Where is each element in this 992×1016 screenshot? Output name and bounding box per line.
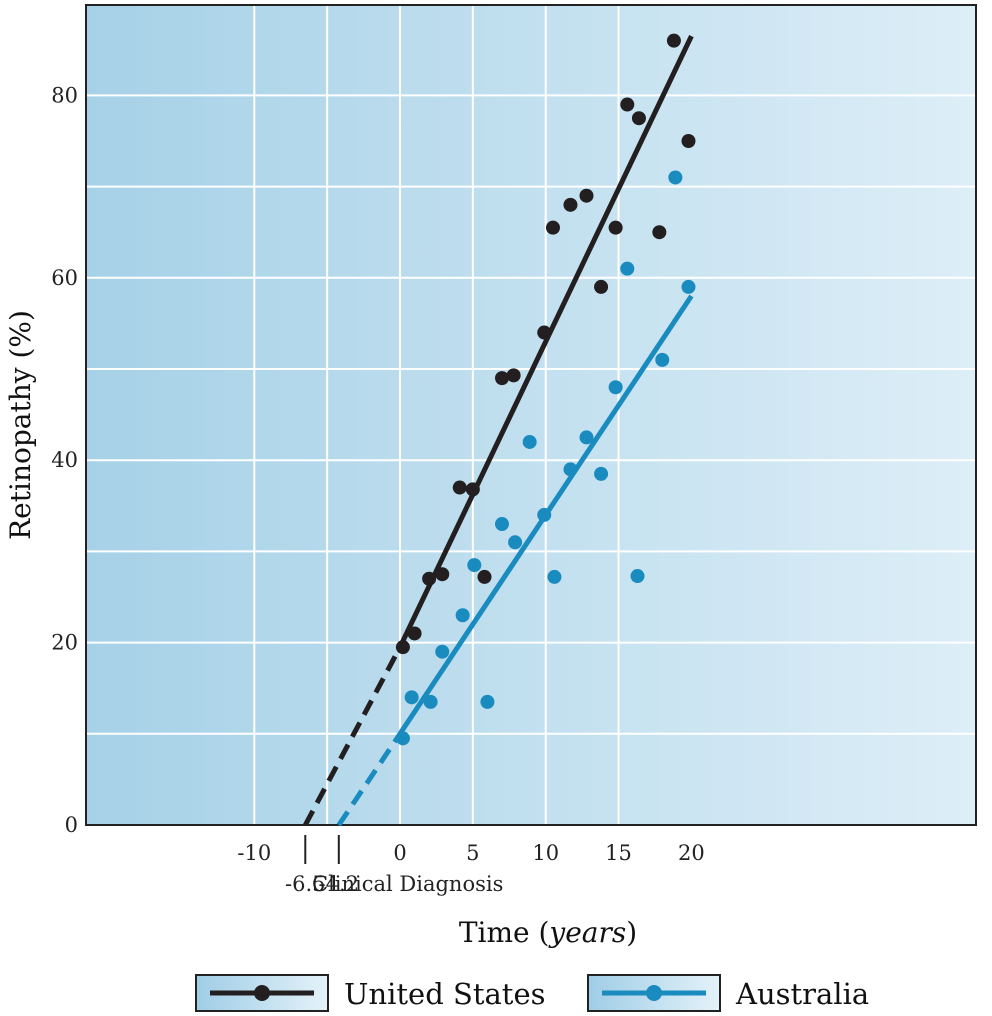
data-point [563,197,578,212]
data-point [681,279,696,294]
legend-label: Australia [735,977,869,1011]
data-point [494,371,509,386]
x-tick-label: -10 [237,841,271,865]
annotation-label: -4.2 [319,872,360,896]
legend-marker-icon [254,985,270,1001]
data-point [594,466,609,481]
data-point [508,535,523,550]
data-point [395,731,410,746]
data-point [652,225,667,240]
data-point [620,97,635,112]
data-point [435,567,450,582]
data-point [579,430,594,445]
data-point [407,626,422,641]
data-point [666,33,681,48]
data-point [395,640,410,655]
x-tick-label: 10 [532,841,559,865]
data-point [506,368,521,383]
x-tick-label: 15 [605,841,632,865]
y-tick-label: 20 [51,631,78,655]
data-point [620,261,635,276]
data-point [494,517,509,532]
plot-area [86,5,976,825]
data-point [668,170,683,185]
data-point [537,325,552,340]
data-point [631,111,646,126]
data-point [522,434,537,449]
data-point [465,482,480,497]
data-point [655,352,670,367]
y-tick-label: 40 [51,448,78,472]
clinical-diagnosis-label: Clinical Diagnosis [312,872,503,896]
y-tick-label: 80 [51,83,78,107]
data-point [630,569,645,584]
x-tick-label: 5 [466,841,479,865]
fit-line-dashed [303,645,403,827]
legend-marker-icon [646,985,662,1001]
data-point [608,220,623,235]
data-point [422,571,437,586]
plot-frame [85,4,977,826]
fit-line-solid [397,35,694,649]
data-point [477,569,492,584]
data-point [452,480,467,495]
data-point [537,507,552,522]
annotation-label: -6.5 [285,872,326,896]
data-point [545,220,560,235]
fit-line-dashed [336,732,403,827]
x-tick-label: 0 [393,841,406,865]
data-point [467,558,482,573]
data-point [435,644,450,659]
y-axis-title: Retinopathy (%) [4,310,37,540]
x-tick-label: 20 [678,841,705,865]
data-point [563,462,578,477]
data-point [608,380,623,395]
y-tick-label: 60 [51,266,78,290]
axis-ticks: -10 0 5 10 15 20 0 20 40 60 80 [51,83,705,865]
y-tick-label: 0 [65,813,78,837]
data-point [594,279,609,294]
data-point [681,134,696,148]
data-point [579,188,594,203]
legend-label: United States [344,977,546,1011]
x-axis-title: Time (years) [459,916,637,949]
data-point [480,694,495,709]
data-point [404,690,419,705]
data-point [455,608,470,623]
data-point [547,569,562,584]
legend: United States Australia [195,974,869,1012]
data-points [395,33,696,746]
data-point [423,694,438,709]
